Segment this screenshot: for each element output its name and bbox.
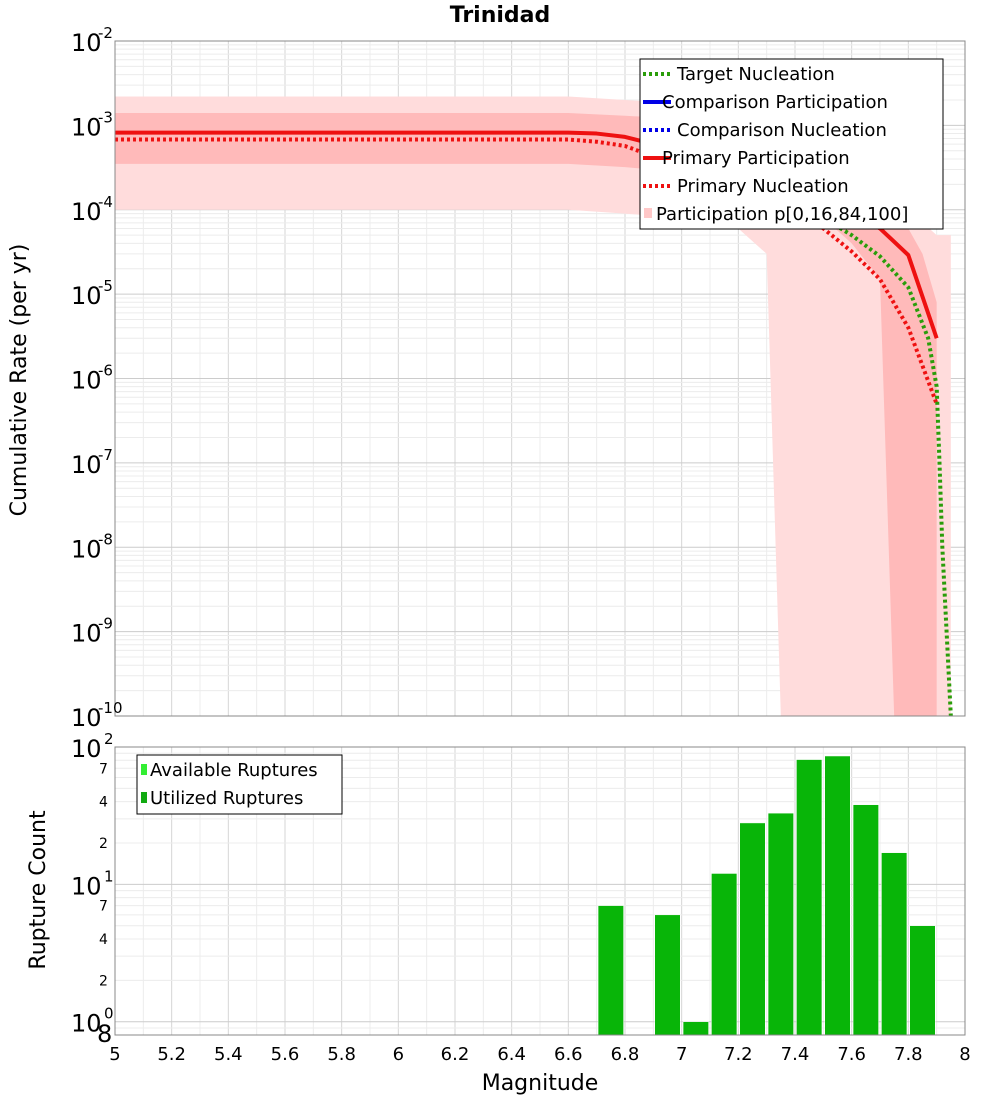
- rupture-count-bar: [654, 914, 681, 1036]
- count-y-tick-exponent: 1: [104, 867, 114, 885]
- count-legend-label: Available Ruptures: [150, 760, 318, 781]
- legend-swatch-band: [644, 208, 652, 218]
- rate-y-tick-base: 10: [71, 282, 102, 310]
- x-tick-label: 8: [959, 1044, 970, 1065]
- rate-y-tick-base: 10: [71, 367, 102, 395]
- count-y-minor-tick-label: 4: [99, 932, 108, 948]
- rate-y-tick-exponent: -10: [98, 699, 123, 717]
- count-y-tick-base: 10: [71, 872, 102, 900]
- rate-y-tick-exponent: -8: [98, 530, 113, 548]
- x-tick-label: 6.2: [441, 1044, 470, 1065]
- rate-legend-box: [639, 58, 944, 230]
- count-y-tick-base: 10: [71, 1010, 102, 1038]
- legend-entry-label: Target Nucleation: [676, 64, 835, 85]
- chart-title: Trinidad: [450, 3, 551, 28]
- rupture-count-bar: [682, 1021, 709, 1036]
- rupture-count-bar: [597, 905, 624, 1036]
- rate-y-tick-base: 10: [71, 451, 102, 479]
- rate-y-tick-base: 10: [71, 113, 102, 141]
- series-line-2: [667, 161, 953, 717]
- x-axis-label: Magnitude: [482, 1071, 599, 1096]
- x-tick-label: 6.6: [554, 1044, 583, 1065]
- count-legend-swatch: [141, 792, 147, 803]
- bottom-y-axis-label: Rupture Count: [26, 810, 51, 970]
- x-tick-label: 7.8: [894, 1044, 923, 1065]
- count-legend-box: [136, 754, 343, 815]
- x-tick-label: 5.2: [157, 1044, 186, 1065]
- rupture-count-bar: [852, 804, 879, 1036]
- rate-y-tick-exponent: -9: [98, 615, 113, 633]
- rate-y-tick-base: 10: [71, 198, 102, 226]
- x-tick-label: 7.4: [781, 1044, 810, 1065]
- legend-entry-label: Comparison Nucleation: [677, 120, 887, 141]
- legend-entry-label: Primary Nucleation: [677, 176, 849, 197]
- rupture-count-bar: [881, 852, 908, 1036]
- rupture-count-bar: [767, 812, 794, 1036]
- rate-legend: Target Nucleation Comparison Participatio…: [639, 58, 944, 230]
- rupture-count-bar: [824, 755, 851, 1036]
- x-tick-labels: 5 5.2 5.4 5.6 5.8 6 6.2 6.4 6.6 6.8 7 7.2 7.4 7.6 7.8 8: [109, 1044, 970, 1065]
- count-legend: Available Ruptures Utilized Ruptures: [136, 754, 343, 815]
- legend-entry-label: Primary Participation: [662, 148, 850, 169]
- rate-y-tick-exponent: -6: [98, 362, 113, 380]
- count-plot-frame: [114, 746, 966, 1036]
- rupture-count-bar: [711, 873, 738, 1036]
- count-legend-label: Utilized Ruptures: [150, 788, 303, 809]
- count-y-minor-tick-label: 2: [99, 973, 108, 989]
- count-legend-swatch: [141, 764, 147, 775]
- count-bars: [597, 755, 936, 1036]
- rate-y-tick-base: 10: [71, 29, 102, 57]
- count-y-minor-tick-label: 7: [99, 899, 108, 915]
- count-y-minor-tick-label: 4: [99, 795, 108, 811]
- rupture-count-bar: [796, 759, 823, 1036]
- rate-y-tick-base: 10: [71, 535, 102, 563]
- rupture-count-bar: [909, 925, 936, 1036]
- rate-y-tick-base: 10: [71, 704, 102, 732]
- rate-y-tick-exponent: -5: [98, 277, 113, 295]
- x-tick-label: 6.4: [497, 1044, 526, 1065]
- count-y-minor-tick-label: 7: [99, 761, 108, 777]
- rate-y-tick-labels: 10-210-310-410-510-610-710-810-910-10: [71, 24, 123, 732]
- rate-plot-frame: [114, 40, 966, 717]
- count-y-tick-base: 10: [71, 735, 102, 763]
- rate-y-tick-base: 10: [71, 620, 102, 648]
- count-y-tick-exponent: 2: [104, 730, 114, 748]
- x-tick-label: 7: [676, 1044, 687, 1065]
- count-y-minor-tick-label: 2: [99, 836, 108, 852]
- x-tick-label: 6: [393, 1044, 404, 1065]
- rupture-count-bar: [739, 822, 766, 1036]
- x-tick-label: 5.8: [327, 1044, 356, 1065]
- legend-entry-label: Participation p[0,16,84,100]: [656, 204, 908, 225]
- top-y-axis-label: Cumulative Rate (per yr): [7, 244, 32, 517]
- count-y-tick-exponent: 0: [104, 1005, 114, 1023]
- rate-y-tick-exponent: -7: [98, 446, 113, 464]
- rate-y-tick-exponent: -4: [98, 193, 113, 211]
- rate-y-tick-exponent: -3: [98, 108, 113, 126]
- rate-y-tick-exponent: -2: [98, 24, 113, 42]
- x-tick-label: 7.6: [837, 1044, 866, 1065]
- x-tick-label: 5: [109, 1044, 120, 1065]
- x-tick-label: 7.2: [724, 1044, 753, 1065]
- count-y-minor-tick-label: 8: [97, 1020, 112, 1048]
- x-tick-label: 5.6: [271, 1044, 300, 1065]
- legend-entry-label: Comparison Participation: [662, 92, 888, 113]
- x-tick-label: 6.8: [611, 1044, 640, 1065]
- x-tick-label: 5.4: [214, 1044, 243, 1065]
